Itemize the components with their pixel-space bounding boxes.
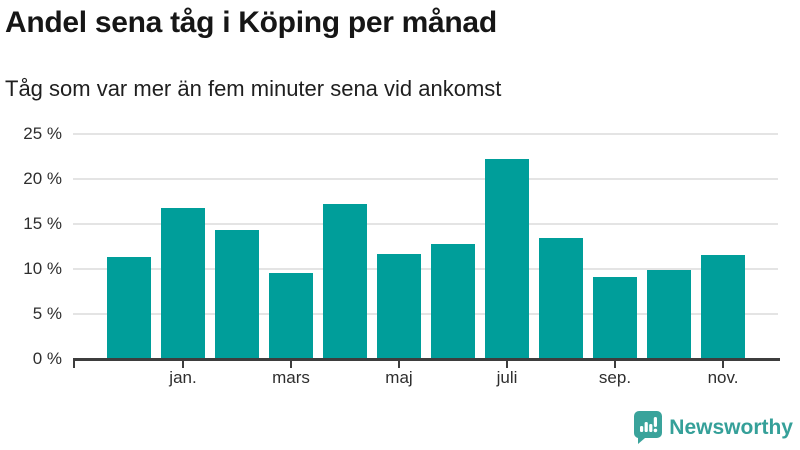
bar-month-1: [107, 257, 151, 359]
x-axis-tick-sep: [614, 361, 616, 368]
x-axis-tick-jan: [182, 361, 184, 368]
x-axis-label-maj: maj: [385, 368, 413, 387]
gridline-10: [73, 268, 778, 270]
x-axis-line: [73, 358, 780, 361]
x-axis-label-sep: sep.: [598, 368, 632, 387]
bar-month-8: [485, 159, 529, 359]
gridline-15: [73, 223, 778, 225]
brand-name: Newsworthy: [669, 415, 793, 439]
bar-month-11: [647, 270, 691, 359]
y-axis-label-20: 20 %: [23, 169, 62, 188]
bar-month-2: [161, 208, 205, 359]
y-axis-label-0: 0 %: [32, 349, 62, 368]
y-axis-label-10: 10 %: [23, 259, 62, 278]
x-axis-tick-juli: [506, 361, 508, 368]
x-axis-tick-nov: [722, 361, 724, 368]
x-axis-tick-mars: [290, 361, 292, 368]
x-axis-label-mars: mars: [272, 368, 310, 387]
bar-month-9: [539, 238, 583, 359]
bar-month-5: [323, 204, 367, 359]
gridline-25: [73, 133, 778, 135]
y-axis-label-25: 25 %: [23, 124, 62, 143]
bar-month-7: [431, 244, 475, 359]
bar-month-4: [269, 273, 313, 359]
plot-area: [73, 133, 780, 359]
newsworthy-pin-chart-icon: [634, 411, 663, 444]
y-axis-label-15: 15 %: [23, 214, 62, 233]
x-axis-label-nov: nov.: [707, 368, 739, 387]
x-axis-label-juli: juli: [496, 368, 518, 387]
brand-footer: Newsworthy: [634, 411, 793, 444]
bar-month-10: [593, 277, 637, 359]
y-axis-label-5: 5 %: [32, 304, 62, 323]
chart-subtitle: Tåg som var mer än fem minuter sena vid …: [5, 76, 502, 101]
x-axis-label-jan: jan.: [169, 368, 197, 387]
gridline-5: [73, 313, 778, 315]
bar-month-6: [377, 254, 421, 359]
x-axis-start-tick: [73, 361, 75, 368]
bar-month-3: [215, 230, 259, 359]
bar-month-12: [701, 255, 745, 359]
chart-title: Andel sena tåg i Köping per månad: [5, 6, 497, 39]
x-axis-tick-maj: [398, 361, 400, 368]
gridline-20: [73, 178, 778, 180]
